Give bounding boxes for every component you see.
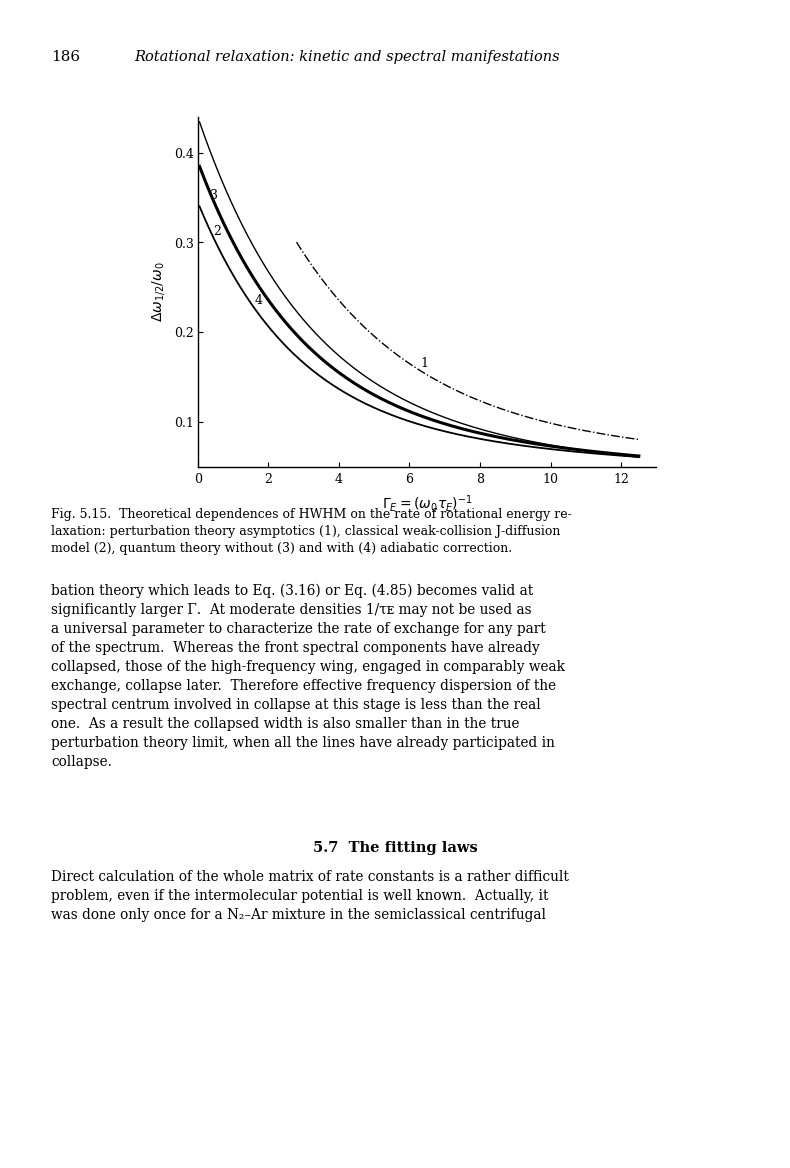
Text: 186: 186 bbox=[51, 50, 81, 64]
Text: 4: 4 bbox=[254, 294, 261, 307]
X-axis label: $\Gamma_E = (\omega_0\tau_E)^{-1}$: $\Gamma_E = (\omega_0\tau_E)^{-1}$ bbox=[382, 493, 472, 514]
Text: 1: 1 bbox=[419, 357, 427, 370]
Text: bation theory which leads to Eq. (3.16) or Eq. (4.85) becomes valid at
significa: bation theory which leads to Eq. (3.16) … bbox=[51, 584, 565, 769]
Text: Direct calculation of the whole matrix of rate constants is a rather difficult
p: Direct calculation of the whole matrix o… bbox=[51, 870, 569, 922]
Y-axis label: $\Delta\omega_{1/2}/\omega_0$: $\Delta\omega_{1/2}/\omega_0$ bbox=[149, 262, 167, 322]
Text: Fig. 5.15.  Theoretical dependences of HWHM on the rate of rotational energy re-: Fig. 5.15. Theoretical dependences of HW… bbox=[51, 508, 571, 555]
Text: 5.7  The fitting laws: 5.7 The fitting laws bbox=[313, 841, 477, 855]
Text: 2: 2 bbox=[213, 225, 221, 238]
Text: Rotational relaxation: kinetic and spectral manifestations: Rotational relaxation: kinetic and spect… bbox=[134, 50, 559, 64]
Text: 3: 3 bbox=[210, 189, 218, 202]
